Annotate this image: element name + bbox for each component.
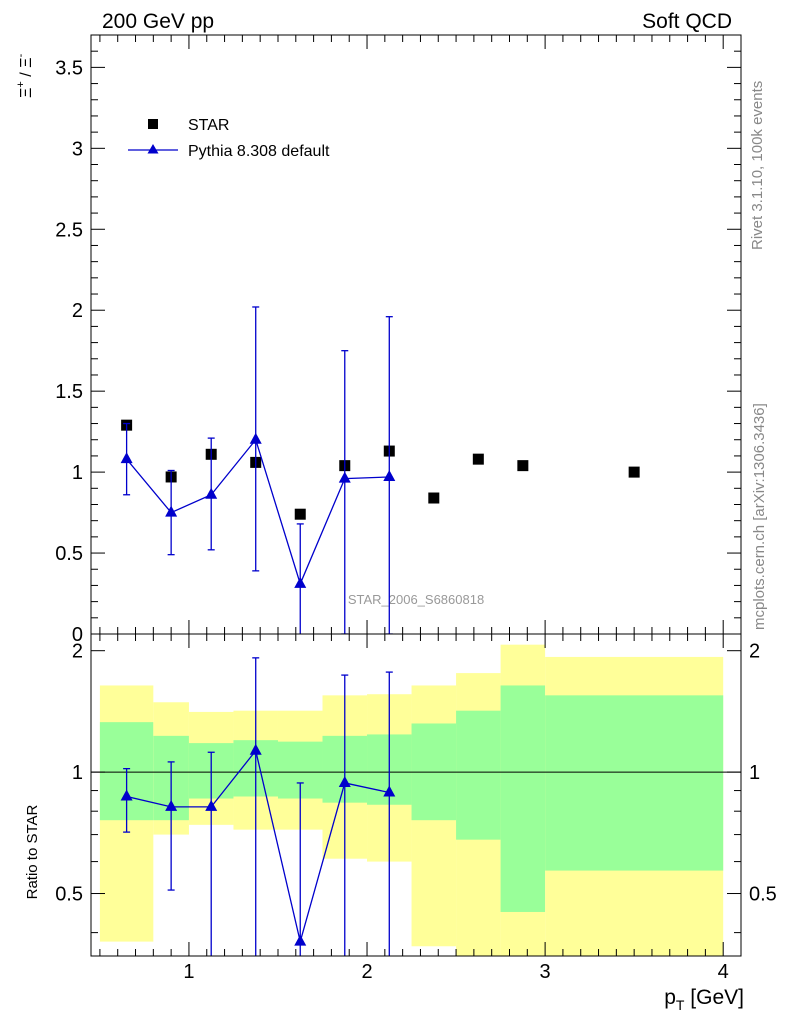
xlabel-sub: T — [676, 997, 685, 1013]
inner-band-bin — [456, 710, 501, 840]
ratio-border — [90, 633, 742, 957]
main-data-layer — [120, 306, 640, 634]
pythia-point — [205, 487, 218, 499]
ratio-pythia-point — [249, 743, 262, 755]
main-y-tick-label: 0.5 — [55, 543, 83, 565]
ratio-y-axis-label: Ratio to STAR — [24, 804, 41, 899]
ratio-y-tick-label-right: 1 — [749, 762, 760, 784]
inner-band-bin — [500, 685, 546, 912]
main-y-tick-label: 1.5 — [55, 381, 83, 403]
legend: STAR Pythia 8.308 default — [128, 117, 330, 160]
ratio-pythia-point — [294, 934, 307, 946]
ratio-y-tick-label: 1 — [72, 762, 83, 784]
main-y-tick-label: 2.5 — [55, 219, 83, 241]
star-point — [517, 460, 529, 472]
ylabel-minus-sign: - — [15, 53, 27, 57]
star-point — [294, 508, 306, 520]
inner-band-bin — [545, 695, 724, 871]
pythia-point — [249, 432, 262, 444]
main-y-tick-label: 3.5 — [55, 57, 83, 79]
ratio-y-tick-label-right: 0.5 — [749, 884, 777, 906]
ratio-uncertainty-bands — [91, 644, 741, 956]
legend-pythia-label: Pythia 8.308 default — [188, 143, 330, 160]
ratio-y-tick-label: 0.5 — [55, 884, 83, 906]
ylabel-xi-plus: Ξ — [18, 88, 35, 98]
ratio-pythia-point — [205, 799, 218, 811]
xlabel-p: p — [664, 986, 676, 1009]
ylabel-xi-minus: Ξ — [18, 57, 35, 67]
ratio-y-tick-label: 2 — [72, 641, 83, 663]
mcplots-label: mcplots.cern.ch [arXiv:1306.3436] — [751, 403, 768, 630]
x-tick-label: 4 — [718, 961, 729, 983]
watermark: STAR_2006_S6860818 — [348, 592, 484, 607]
ratio-tick-labels: 0.5 0.5 1 1 2 2 1 2 3 4 — [55, 641, 777, 983]
legend-star-marker — [148, 119, 158, 129]
pythia-point — [120, 452, 133, 464]
ratio-y-tick-label-right: 2 — [749, 641, 760, 663]
x-tick-label: 2 — [361, 961, 372, 983]
x-axis-label: pT [GeV] — [664, 986, 744, 1013]
ratio-pythia-point — [165, 799, 178, 811]
x-tick-label: 1 — [183, 961, 194, 983]
header-left: 200 GeV pp — [102, 10, 214, 33]
legend-pythia-marker — [147, 144, 159, 154]
pythia-point — [383, 469, 396, 481]
rivet-label: Rivet 3.1.10, 100k events — [749, 81, 766, 250]
legend-star-label: STAR — [188, 117, 229, 134]
ratio-data-layer — [120, 657, 396, 956]
pythia-point — [338, 471, 351, 483]
star-point — [472, 453, 484, 465]
star-point — [628, 466, 640, 478]
main-frame — [90, 34, 742, 635]
ylabel-plus-sign: + — [15, 81, 27, 87]
main-y-axis-label: Ξ+ / Ξ- — [15, 53, 35, 98]
ratio-pythia-point — [338, 775, 351, 787]
main-y-tick-label: 2 — [72, 300, 83, 322]
main-y-tick-label: 0 — [72, 624, 83, 646]
star-point — [428, 492, 440, 504]
main-y-tick-labels: 0 0.5 1 1.5 2 2.5 3 3.5 — [55, 57, 83, 646]
ylabel-slash: / — [18, 68, 35, 81]
pythia-point — [294, 576, 307, 588]
ratio-pythia-point — [383, 785, 396, 797]
main-clip-group — [120, 306, 640, 634]
ratio-pythia-point — [120, 789, 133, 801]
x-tick-label: 3 — [540, 961, 551, 983]
main-y-tick-label: 1 — [72, 462, 83, 484]
ratio-frame — [90, 633, 742, 957]
main-y-tick-label: 3 — [72, 138, 83, 160]
pythia-point — [165, 505, 178, 517]
xlabel-unit: [GeV] — [684, 986, 744, 1009]
header-right: Soft QCD — [642, 10, 732, 33]
